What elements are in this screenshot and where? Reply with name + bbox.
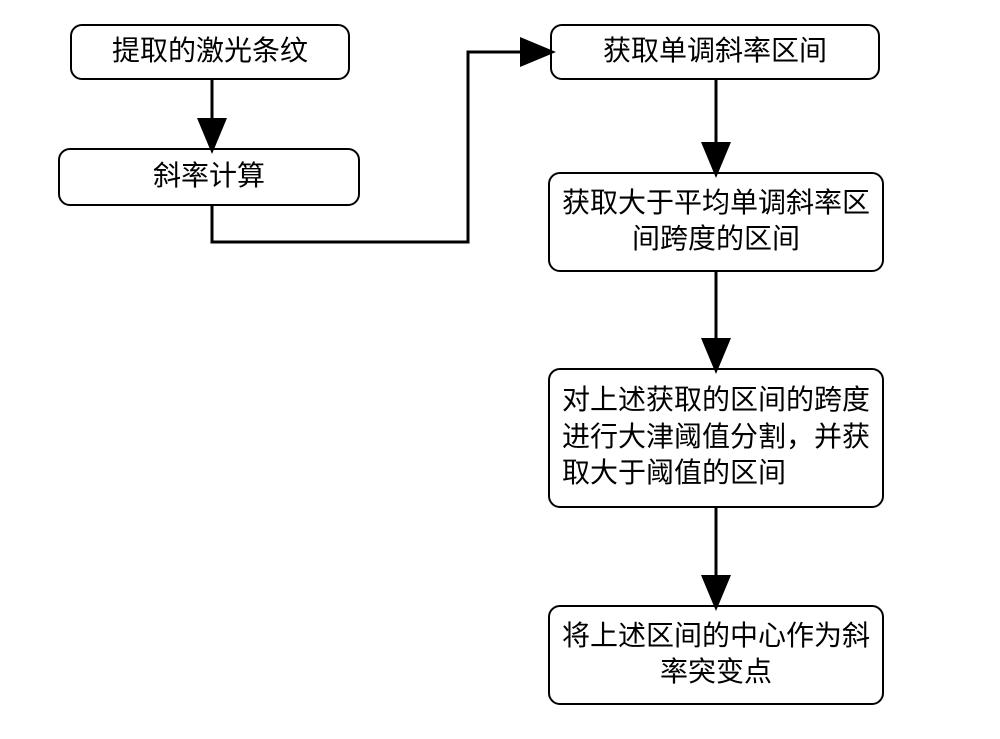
- node-otsu-threshold-split: 对上述获取的区间的跨度进行大津阈值分割，并获取大于阈值的区间: [548, 368, 884, 508]
- node-get-monotonic-interval: 获取单调斜率区间: [550, 24, 880, 80]
- node-extract-laser-stripe: 提取的激光条纹: [70, 24, 350, 80]
- node-label: 获取大于平均单调斜率区间跨度的区间: [562, 186, 870, 259]
- node-label: 斜率计算: [153, 159, 265, 195]
- node-center-as-mutation-point: 将上述区间的中心作为斜率突变点: [548, 605, 884, 705]
- node-slope-calculation: 斜率计算: [58, 148, 360, 206]
- edge-n2-n3: [212, 52, 550, 242]
- node-get-larger-than-avg-interval: 获取大于平均单调斜率区间跨度的区间: [548, 172, 884, 272]
- node-label: 将上述区间的中心作为斜率突变点: [562, 619, 870, 692]
- node-label: 获取单调斜率区间: [603, 34, 827, 70]
- node-label: 对上述获取的区间的跨度进行大津阈值分割，并获取大于阈值的区间: [562, 383, 870, 492]
- node-label: 提取的激光条纹: [112, 34, 308, 70]
